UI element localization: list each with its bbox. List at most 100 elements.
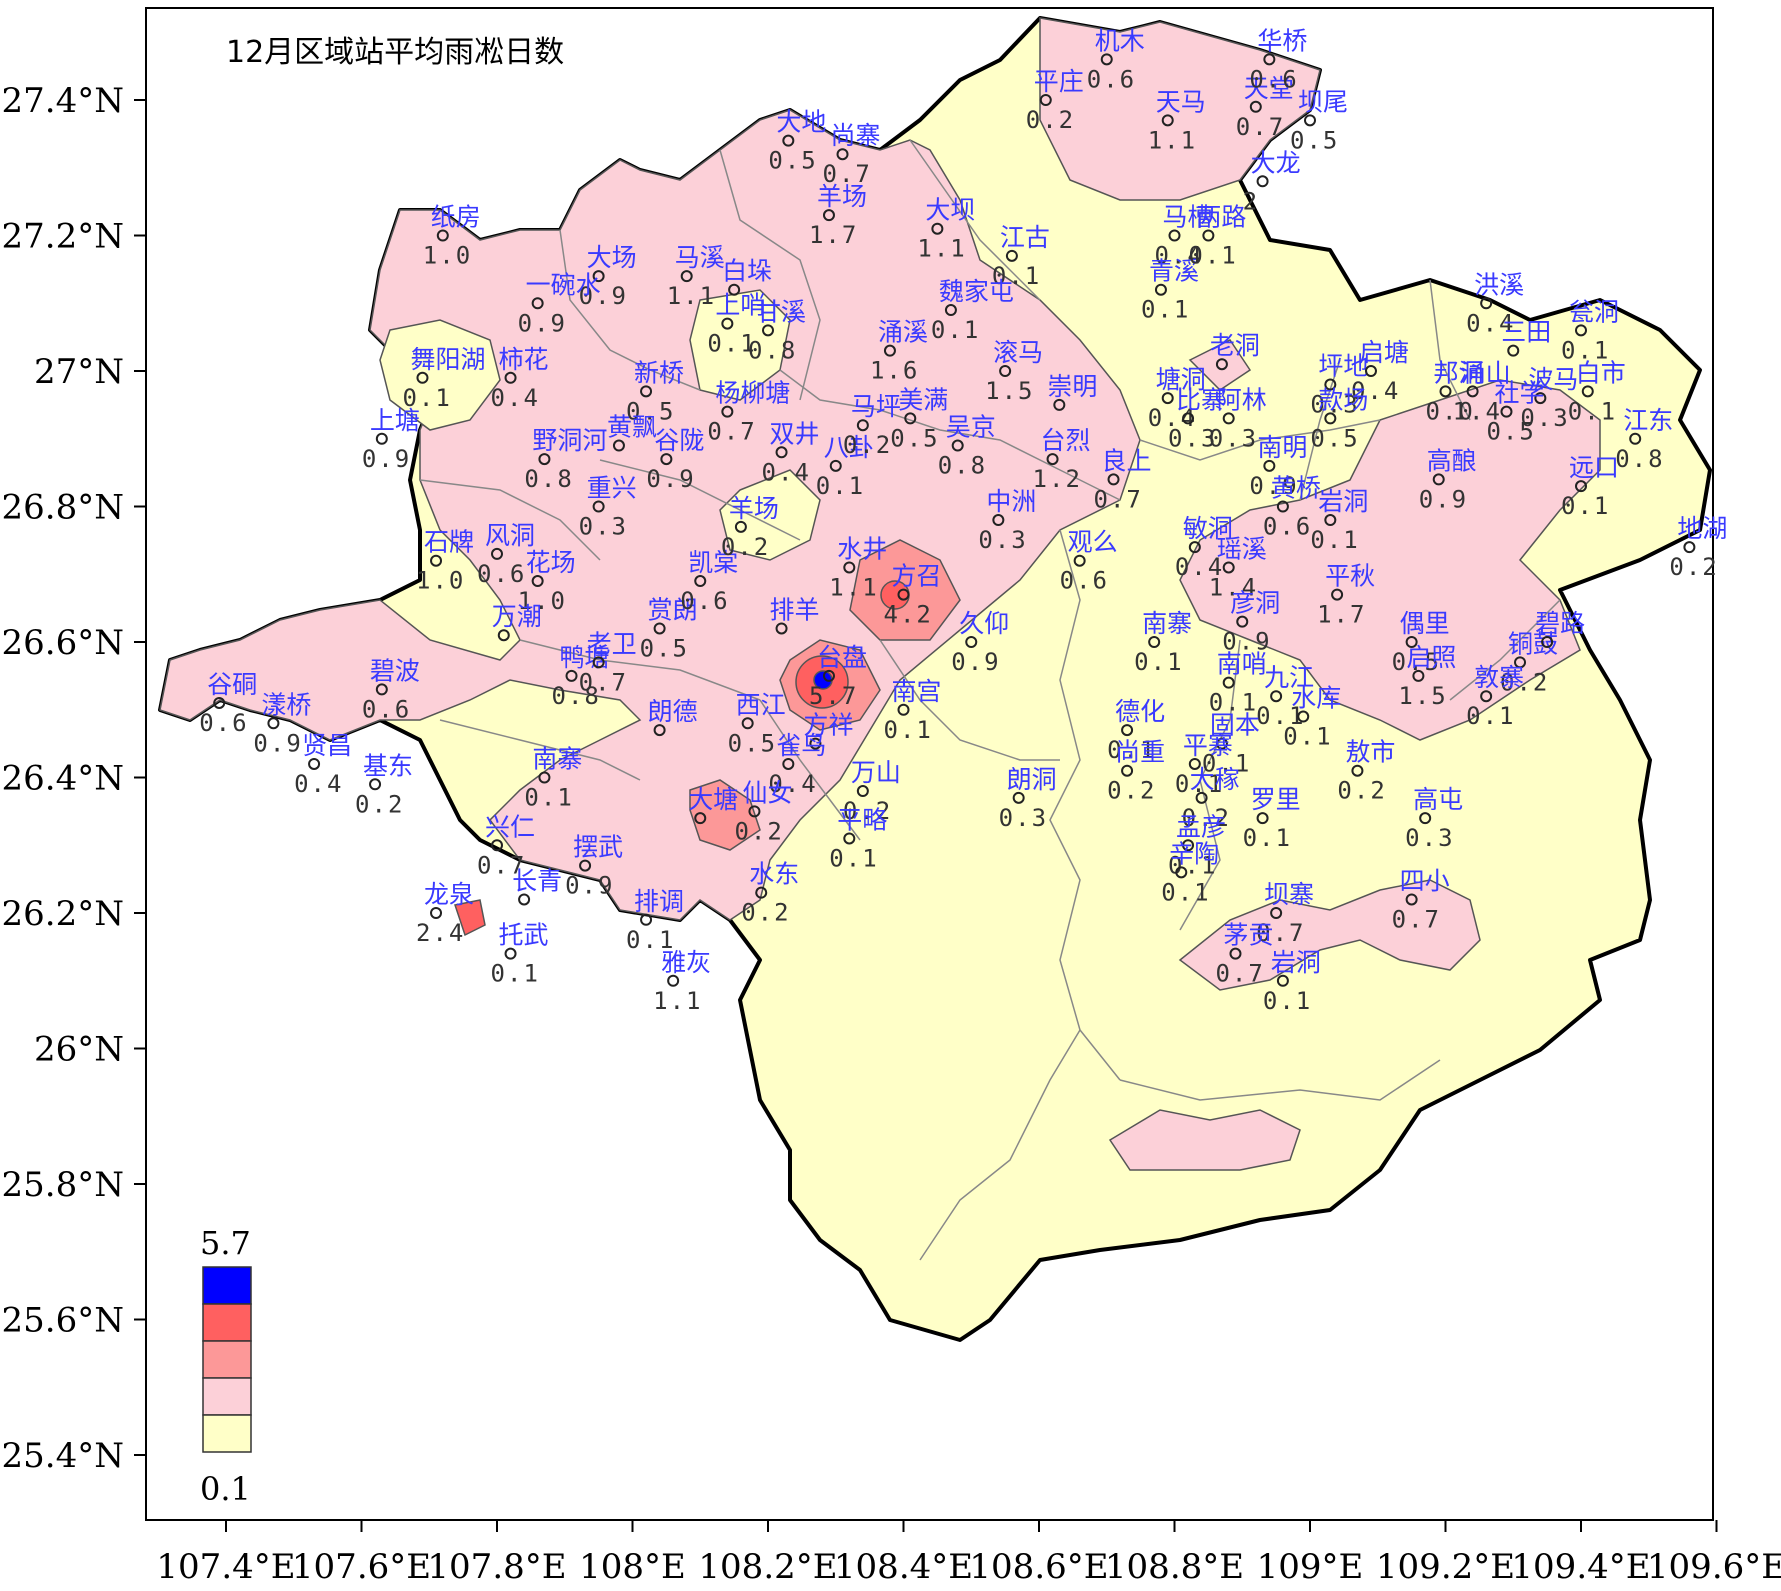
station-name: 良上 xyxy=(1102,446,1152,475)
station-value: 0.6 xyxy=(680,587,729,615)
station-marker xyxy=(1121,764,1134,777)
station-name: 敦寨 xyxy=(1474,663,1524,692)
station-value: 0.1 xyxy=(1188,242,1237,270)
station: 水东 0.2 xyxy=(741,860,799,927)
station-name: 重兴 xyxy=(587,474,637,503)
station-name: 两路 xyxy=(1196,203,1246,232)
station-name: 四小 xyxy=(1400,866,1450,895)
station-value: 0.7 xyxy=(477,851,526,879)
station-name: 大场 xyxy=(587,243,637,272)
station-value: 0.2 xyxy=(1107,777,1156,805)
station-name: 水库 xyxy=(1291,684,1341,713)
station: 敏洞 0.4 xyxy=(1175,514,1233,581)
station-name: 谷硐 xyxy=(207,670,257,699)
station: 机木 0.6 xyxy=(1087,26,1145,93)
station: 岩洞 0.1 xyxy=(1310,487,1368,554)
station-marker xyxy=(721,405,734,418)
station: 西江 0.5 xyxy=(728,690,786,757)
station-name: 观么 xyxy=(1068,528,1118,557)
x-tick-label: 108.2°E xyxy=(698,1547,837,1587)
station-name: 滚马 xyxy=(993,338,1043,367)
station-name: 大塘 xyxy=(688,785,738,814)
station-marker xyxy=(1222,412,1235,425)
x-tick-label: 108.6°E xyxy=(969,1547,1108,1587)
station-marker xyxy=(965,636,978,648)
station: 魏家屯 0.1 xyxy=(931,277,1014,344)
station-value: 1.1 xyxy=(653,987,702,1015)
station-marker xyxy=(416,371,429,384)
station: 天堂 0.7 xyxy=(1236,74,1294,141)
station-name: 上哨 xyxy=(715,291,765,320)
station: 坝寨 0.7 xyxy=(1256,880,1314,947)
station-value: 0.1 xyxy=(1310,526,1359,554)
station: 高屯 0.3 xyxy=(1405,785,1463,852)
station-name: 碧波 xyxy=(370,656,420,685)
station-name: 德化 xyxy=(1115,697,1165,726)
station-value: 0.1 xyxy=(402,384,451,412)
station: 远口 0.1 xyxy=(1561,453,1619,520)
station-marker xyxy=(775,446,788,459)
station-name: 华桥 xyxy=(1257,26,1307,55)
station-value: 0.3 xyxy=(1520,404,1569,432)
station: 柿花 0.4 xyxy=(491,345,549,412)
station: 摆武 0.9 xyxy=(565,833,623,900)
station: 白垛 xyxy=(722,257,772,296)
station-value: 0.4 xyxy=(491,384,540,412)
station-name: 白市 xyxy=(1576,358,1626,387)
map-title: 12月区域站平均雨凇日数 xyxy=(226,35,564,70)
station-marker xyxy=(1182,839,1195,852)
station-marker xyxy=(741,717,754,730)
station: 仙女 0.2 xyxy=(734,778,792,845)
station: 南宫 0.1 xyxy=(884,677,942,744)
station-name: 大地 xyxy=(776,108,826,137)
station-value: 0.2 xyxy=(1337,777,1386,805)
station-marker xyxy=(1215,737,1228,750)
station: 大坝 1.1 xyxy=(917,196,975,263)
station-marker xyxy=(1249,100,1262,113)
station-name: 石牌 xyxy=(424,528,474,557)
station-name: 甘溪 xyxy=(756,297,806,326)
station-marker xyxy=(491,547,503,560)
station: 石牌 1.0 xyxy=(416,528,474,595)
station: 南明 0.9 xyxy=(1249,433,1307,500)
station-marker xyxy=(992,514,1005,527)
station-name: 青溪 xyxy=(1149,257,1199,286)
station: 辛陶 0.1 xyxy=(1161,839,1219,906)
station-name: 远口 xyxy=(1569,453,1619,482)
y-tick-label: 25.8°N xyxy=(2,1165,124,1205)
station-marker xyxy=(1541,636,1554,648)
station-value: 0.4 xyxy=(1351,377,1400,405)
station-marker xyxy=(1256,812,1269,825)
station-name: 舞阳湖 xyxy=(410,345,485,374)
station-name: 吴京 xyxy=(946,413,996,442)
station-name: 比寨 xyxy=(1176,385,1226,414)
station-marker xyxy=(640,913,653,926)
station-name: 机木 xyxy=(1095,26,1145,55)
contour-regions-dark xyxy=(454,539,961,937)
station-marker xyxy=(680,270,693,283)
station-value: 0.8 xyxy=(524,465,573,493)
station-value: 0.1 xyxy=(1202,750,1251,778)
station: 大稼 0.2 xyxy=(1182,765,1240,832)
station: 江古 0.1 xyxy=(992,223,1050,290)
station-marker xyxy=(1182,412,1195,425)
station-marker xyxy=(213,696,226,709)
station-name: 平略 xyxy=(837,805,887,834)
station: 羊场 0.2 xyxy=(721,494,779,561)
legend-max-label: 5.7 xyxy=(200,1224,251,1262)
station-name: 邦洞 xyxy=(1434,358,1484,387)
station: 雀鸟 0.4 xyxy=(768,731,826,798)
station-name: 三田 xyxy=(1501,318,1551,347)
station-value: 0.2 xyxy=(1182,804,1231,832)
station-value: 0.5 xyxy=(1290,126,1339,154)
station: 谷陇 0.9 xyxy=(646,426,704,493)
station: 雅灰 1.1 xyxy=(653,948,711,1015)
y-tick-label: 26°N xyxy=(34,1030,124,1070)
station-name: 尚寨 xyxy=(831,121,881,150)
station-value: 1.0 xyxy=(518,587,567,615)
station: 老洞 xyxy=(1210,331,1260,371)
x-tick-label: 107.6°E xyxy=(292,1547,431,1587)
station: 滚马 1.5 xyxy=(985,338,1043,405)
station-value: 0.6 xyxy=(1060,567,1109,595)
station-name: 孟彦 xyxy=(1176,812,1226,841)
